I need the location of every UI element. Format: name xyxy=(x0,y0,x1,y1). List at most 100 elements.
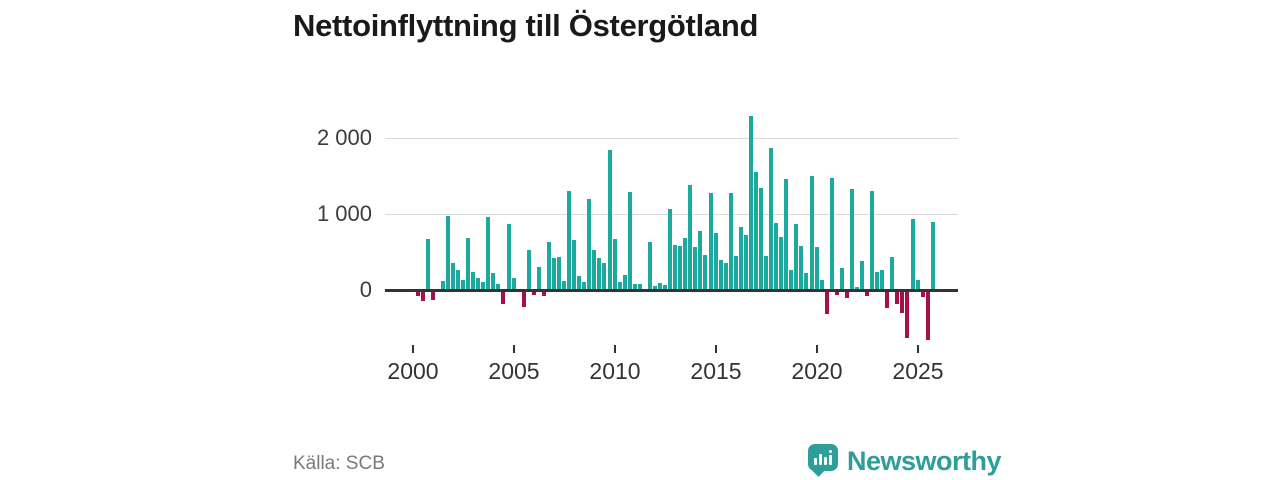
logo-exclamation-bar xyxy=(829,455,832,465)
bar-positive xyxy=(481,281,486,290)
bar-negative xyxy=(925,290,930,341)
bar-negative xyxy=(900,290,905,314)
bar-negative xyxy=(541,290,546,297)
bar-negative xyxy=(501,290,506,304)
bar-positive xyxy=(607,150,612,290)
bar-positive xyxy=(693,246,698,290)
bar-positive xyxy=(486,217,491,290)
bar-negative xyxy=(920,290,925,298)
logo-bar-3 xyxy=(824,457,827,465)
x-axis-label: 2020 xyxy=(791,358,843,384)
bar-positive xyxy=(668,209,673,290)
y-axis-label: 0 xyxy=(359,277,372,302)
bar-positive xyxy=(627,191,632,290)
bar-positive xyxy=(506,223,511,290)
bar-positive xyxy=(708,193,713,290)
bar-positive xyxy=(567,191,572,290)
bar-positive xyxy=(779,236,784,290)
bar-positive xyxy=(652,285,657,290)
bar-positive xyxy=(799,245,804,290)
bar-positive xyxy=(557,256,561,290)
bar-positive xyxy=(602,262,607,290)
bar-positive xyxy=(577,275,582,290)
bar-positive xyxy=(637,284,642,290)
bar-positive xyxy=(688,185,693,290)
newsworthy-bubble-chart-icon xyxy=(808,444,838,478)
bar-negative xyxy=(430,290,435,300)
bar-positive xyxy=(461,280,466,290)
bar-positive xyxy=(713,233,718,290)
bar-positive xyxy=(496,283,501,290)
bar-positive xyxy=(562,280,567,290)
bar-negative xyxy=(844,290,849,298)
bar-positive xyxy=(647,241,652,290)
x-axis-tick xyxy=(715,345,717,353)
bar-positive xyxy=(910,218,915,290)
bar-positive xyxy=(748,115,753,290)
bar-positive xyxy=(769,147,774,290)
bar-negative xyxy=(834,290,839,295)
x-axis-tick xyxy=(917,345,919,353)
bar-positive xyxy=(930,221,935,290)
bar-positive xyxy=(789,269,794,290)
bar-positive xyxy=(597,258,602,290)
bar-positive xyxy=(683,238,688,290)
bar-positive xyxy=(526,250,531,290)
bar-positive xyxy=(466,237,471,290)
bar-positive xyxy=(829,178,834,290)
y-axis-label: 1 000 xyxy=(316,201,372,226)
bar-positive xyxy=(536,266,541,290)
logo-bar-2 xyxy=(819,454,822,465)
bar-positive xyxy=(733,256,738,290)
x-axis-label: 2025 xyxy=(892,358,944,384)
bar-positive xyxy=(814,246,819,290)
bar-negative xyxy=(415,290,420,296)
x-axis-label: 2000 xyxy=(387,358,439,384)
bar-positive xyxy=(743,234,748,290)
bar-positive xyxy=(450,262,455,290)
bar-positive xyxy=(592,250,597,290)
bar-positive xyxy=(839,268,844,290)
bar-positive xyxy=(784,179,789,290)
bar-positive xyxy=(860,261,864,290)
bar-positive xyxy=(617,281,622,290)
bar-positive xyxy=(804,273,809,290)
chart-title: Nettoinflyttning till Östergötland xyxy=(293,8,759,43)
source-attribution: Källa: SCB xyxy=(293,453,385,474)
bar-negative xyxy=(531,290,536,295)
logo-bubble-shape xyxy=(808,444,838,471)
bar-positive xyxy=(546,242,551,290)
gridline xyxy=(385,138,958,139)
x-axis-label: 2015 xyxy=(690,358,742,384)
y-axis-label: 2 000 xyxy=(316,125,372,150)
bar-negative xyxy=(420,290,425,301)
bar-negative xyxy=(521,290,526,307)
bar-negative xyxy=(865,290,870,296)
bar-positive xyxy=(582,281,587,290)
bar-positive xyxy=(849,188,854,290)
bar-positive xyxy=(456,269,460,290)
bar-positive xyxy=(551,258,556,290)
zero-axis-line xyxy=(385,288,958,292)
logo-exclamation-dot xyxy=(829,450,832,453)
bar-positive xyxy=(471,271,476,290)
bar-positive xyxy=(663,285,668,290)
bar-positive xyxy=(425,239,430,290)
newsworthy-wordmark: Newsworthy xyxy=(847,445,1002,476)
bar-positive xyxy=(587,198,592,290)
bar-positive xyxy=(880,270,885,290)
x-axis-tick xyxy=(513,345,515,353)
bar-positive xyxy=(764,256,769,290)
x-axis-tick xyxy=(614,345,616,353)
bar-negative xyxy=(824,290,829,314)
newsworthy-logo: Newsworthy xyxy=(808,442,1002,480)
bar-positive xyxy=(915,280,920,290)
bar-positive xyxy=(632,283,637,290)
bar-positive xyxy=(794,223,799,290)
bar-positive xyxy=(875,271,880,290)
bar-positive xyxy=(890,257,895,290)
bar-positive xyxy=(612,239,617,290)
bar-negative xyxy=(885,290,890,309)
